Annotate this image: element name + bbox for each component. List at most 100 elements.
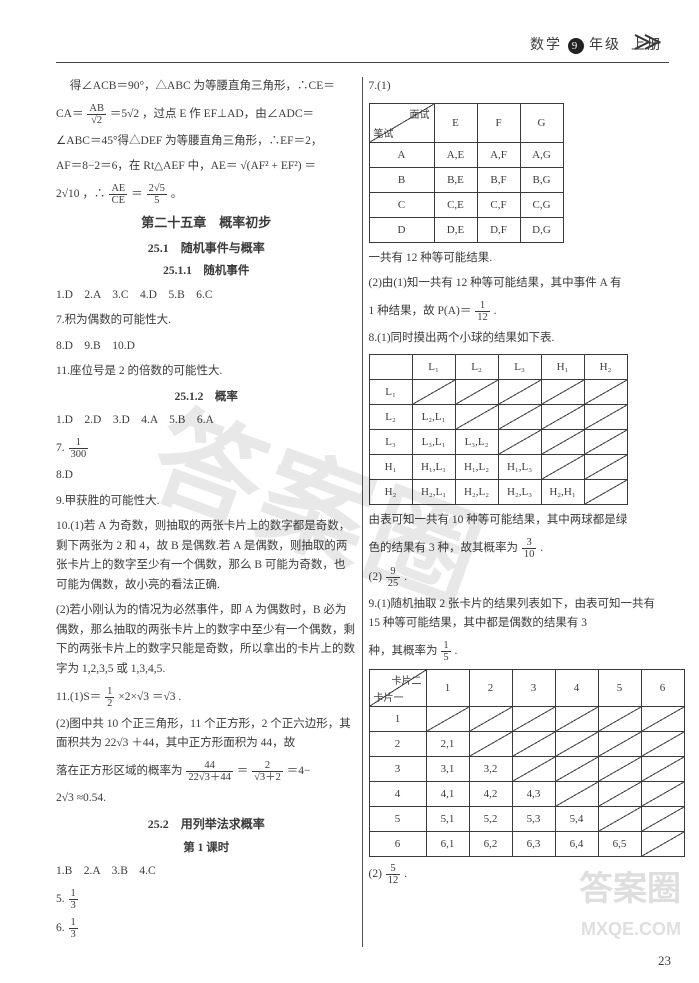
frac-2-s3p2: 2√3＋2 [252,760,283,783]
q8-cell [541,455,584,480]
q8-cell [584,455,627,480]
q9-rowhead: 1 [369,706,426,731]
q7-table-wrap: 笔试面试EFGAA,EA,FA,GBB,EB,FB,GCC,EC,FC,GDD,… [369,103,670,243]
a2512-q9: 9.甲获胜的可能性大. [56,492,357,512]
volume: 上册 [631,34,663,54]
q8-cell [584,480,627,505]
q7-col: G [520,103,563,142]
q8-3: (2) 925 . [369,566,670,589]
q8-2: 由表可知一共有 10 种等可能结果，其中两球都是绿 [369,511,670,531]
q9-header: 6 [641,669,684,706]
a2512-q11-1: 11.(1)S＝ 12 ×2×√3 ＝√3 . [56,686,357,709]
q9-header: 1 [426,669,469,706]
a2512-q11-2: (2)图中共 10 个正三角形，11 个正方形，2 个正六边形，其面积共为 22… [56,715,357,754]
section-25-1-2: 25.1.2 概率 [56,388,357,408]
q9-cell [641,781,684,806]
frac-aece: AECE [109,183,127,206]
q8-cell: H₂,L₁ [412,480,455,505]
frac-44: 4422√3＋44 [186,760,233,783]
q9-header: 5 [598,669,641,706]
q9-header: 2 [469,669,512,706]
q8-cell [498,430,541,455]
q8-cell: H₂,H₁ [541,480,584,505]
q8-rowhead: L₁ [369,380,412,405]
q9-cell: 4,1 [426,781,469,806]
q9-cell: 5,3 [512,806,555,831]
sqrt3-d: √3 [62,792,74,804]
q9-cell [555,756,598,781]
frac-ab: AB√2 [87,103,106,126]
a2512-q10-2: (2)若小刚认为的情况为必然事件，即 A 为偶数时，B 必为偶数，那么抽取的两张… [56,601,357,679]
grade-suffix: 年级 [589,38,621,53]
q8-cell [584,430,627,455]
q9-table-wrap: 卡片一卡片二123456122,133,13,244,14,24,355,15,… [369,669,670,857]
q8-rowhead: H₁ [369,455,412,480]
q9-cell [641,706,684,731]
content-columns: 得∠ACB＝90°，△ABC 为等腰直角三角形，∴CE＝ CA＝ AB√2 ＝5… [56,77,669,947]
a2511-q11: 11.座位号是 2 的倍数的可能性大. [56,362,357,382]
q7-cell: A,E [434,142,477,167]
q8-cell [541,405,584,430]
sqrt3-a: √3 [137,691,149,703]
q9-1: 9.(1)随机抽取 2 张卡片的结果列表如下，由表可知一共有 15 种等可能结果… [369,595,670,634]
q8-1: 8.(1)同时摸出两个小球的结果如下表. [369,329,670,349]
q9-cell [598,731,641,756]
q9-rowhead: 4 [369,781,426,806]
q8-header: L₂ [455,355,498,380]
q9-cell [555,731,598,756]
section-25-1-1: 25.1.1 随机事件 [56,262,357,282]
q9-cell [469,706,512,731]
q7-table: 笔试面试EFGAA,EA,FA,GBB,EB,FB,GCC,EC,FC,GDD,… [369,103,564,243]
q9-table: 卡片一卡片二123456122,133,13,244,14,24,355,15,… [369,669,685,857]
q8-cell: H₂,L₃ [498,480,541,505]
frac-1-5: 15 [441,640,450,663]
header-title: 数学 9 年级 [530,34,621,54]
sqrt3-c: √3 [116,737,128,749]
q7-col: F [477,103,520,142]
q8-header [369,355,412,380]
q9-rowhead: 2 [369,731,426,756]
a2511-row1: 1.D 2.A 3.C 4.D 5.B 6.C [56,286,357,306]
q9-cell [598,781,641,806]
q7-cell: B,F [477,167,520,192]
q8-cell [412,380,455,405]
q9-cell: 5,1 [426,806,469,831]
q9-cell [598,806,641,831]
q7-cell: C,E [434,192,477,217]
q7-rowhead: A [369,142,434,167]
sqrt10: √10 [62,188,80,200]
q7-cell: A,G [520,142,563,167]
q9-cell: 6,3 [512,831,555,856]
q8-table: L₁L₂L₃H₁H₂L₁L₂L₂,L₁L₃L₃,L₁L₃,L₂H₁H₁,L₁H₁… [369,354,628,505]
subject: 数学 [530,38,562,53]
q7-cell: D,F [477,217,520,242]
q8-table-wrap: L₁L₂L₃H₁H₂L₁L₂L₂,L₁L₃L₃,L₁L₃,L₂H₁H₁,L₁H₁… [369,354,670,505]
q9-rowhead: 5 [369,806,426,831]
q9-cell [555,706,598,731]
q9-cell [426,706,469,731]
q9-cell [641,731,684,756]
page: 数学 9 年级 上册 得∠ACB＝90°，△ABC 为等腰直角三角形，∴CE＝ … [0,0,699,983]
q7-rowhead: D [369,217,434,242]
frac-q6: 13 [69,917,78,940]
q8-cell: H₂,L₂ [455,480,498,505]
q9-cell [512,706,555,731]
q9-cell [641,756,684,781]
lesson-1: 第 1 课时 [56,839,357,859]
q9-cell: 3,1 [426,756,469,781]
q9-2: (2) 512 . [369,863,670,886]
q7-cell: B,E [434,167,477,192]
q7-mid: 一共有 12 种等可能结果. [369,249,670,269]
q9-rowhead: 3 [369,756,426,781]
frac-1-300: 1300 [69,437,89,460]
q9-cell: 6,2 [469,831,512,856]
q7-col: E [434,103,477,142]
q7-rowhead: B [369,167,434,192]
q9-cell: 4,3 [512,781,555,806]
q9-cell: 6,5 [598,831,641,856]
q7-2a: (2)由(1)知一共有 12 种等可能结果，其中事件 A 有 [369,274,670,294]
lead-line-1: 得∠ACB＝90°，△ABC 为等腰直角三角形，∴CE＝ [56,77,357,97]
page-number: 23 [658,953,671,969]
section-25-2: 25.2 用列举法求概率 [56,814,357,834]
q9-cell [512,731,555,756]
